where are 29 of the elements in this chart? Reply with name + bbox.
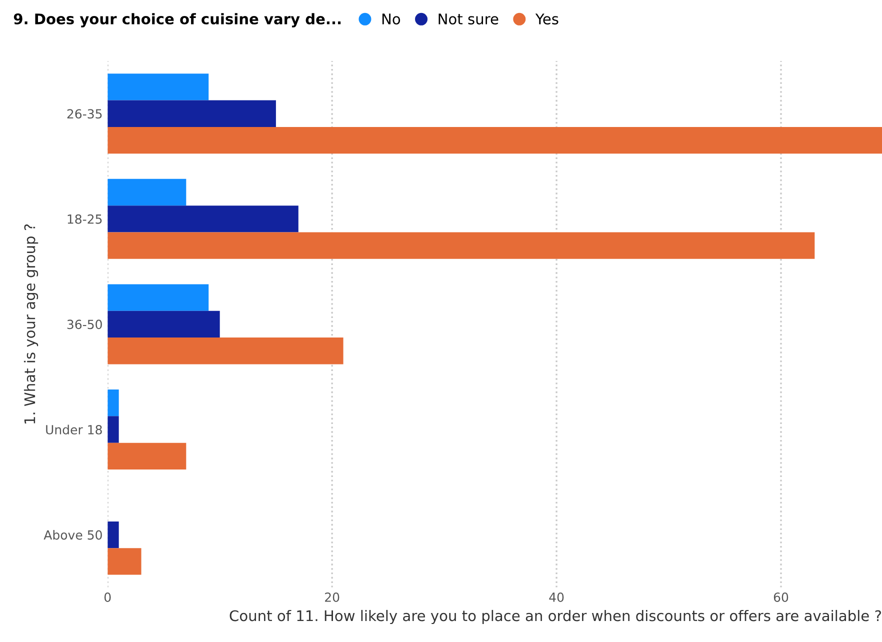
y-tick-label: 36-50 [67,320,102,330]
y-axis-title: 1. What is your age group ? [24,224,38,424]
bar [108,442,186,470]
bar [108,178,186,206]
x-tick-label: 40 [549,592,564,602]
legend-title: 9. Does your choice of cuisine vary de... [14,13,341,28]
legend-label: Yes [535,14,558,24]
y-tick-label: Under 18 [46,424,102,434]
bar [108,521,119,548]
x-tick-label: 60 [774,592,788,602]
x-axis-title: Count of 11. How likely are you to place an order when discounts or offers are available ? [230,610,881,624]
bar [108,389,119,416]
bar [108,232,815,259]
y-tick-label: 18-25 [68,214,102,224]
y-tick-label: Above 50 [44,530,102,540]
y-tick-label: 26-35 [67,109,102,119]
legend-label: No [382,14,400,24]
bar [108,548,142,575]
bar [108,284,209,311]
legend-label: Not sure [438,14,498,24]
bar [108,310,220,338]
bar [108,100,276,127]
bar [108,206,298,232]
bar [108,74,209,100]
bar [108,126,882,154]
x-tick-label: 20 [325,592,340,602]
x-tick-label: 0 [104,592,111,602]
bar [108,416,119,443]
bar [108,338,344,364]
